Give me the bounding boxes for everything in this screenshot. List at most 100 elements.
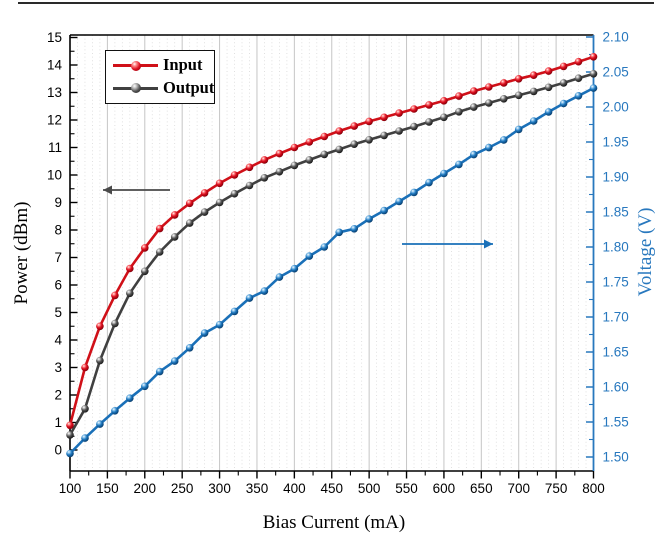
output-line-marker-icon bbox=[113, 82, 158, 94]
data-point-input bbox=[544, 67, 553, 75]
data-point-voltage bbox=[455, 160, 463, 169]
left-axis-arrow bbox=[103, 185, 170, 195]
x-tick-label: 450 bbox=[320, 481, 343, 496]
data-point-input bbox=[81, 363, 89, 372]
data-point-voltage bbox=[589, 84, 598, 92]
data-point-input bbox=[126, 264, 134, 273]
left-tick-label: 9 bbox=[54, 195, 62, 210]
data-point-voltage bbox=[440, 169, 448, 178]
data-point-output bbox=[455, 108, 463, 116]
data-point-voltage bbox=[245, 294, 254, 302]
data-point-voltage bbox=[559, 99, 568, 108]
right-tick-label: 1.90 bbox=[603, 170, 629, 185]
data-point-output bbox=[574, 74, 583, 82]
data-point-input bbox=[185, 199, 194, 208]
data-point-input bbox=[96, 322, 104, 331]
data-point-input bbox=[215, 179, 224, 188]
left-tick-label: 5 bbox=[54, 305, 62, 320]
data-point-input bbox=[260, 156, 269, 164]
left-tick-label: 12 bbox=[47, 113, 62, 128]
left-tick-label: 7 bbox=[54, 250, 62, 265]
data-point-output bbox=[170, 233, 179, 241]
x-tick-label: 250 bbox=[171, 481, 194, 496]
data-point-output bbox=[365, 136, 373, 144]
data-point-input bbox=[440, 97, 448, 105]
data-point-output bbox=[111, 319, 119, 328]
data-point-voltage bbox=[275, 273, 284, 281]
data-point-voltage bbox=[395, 197, 403, 206]
left-tick-label: 11 bbox=[48, 140, 62, 155]
series-input bbox=[66, 53, 598, 430]
data-point-output bbox=[66, 431, 74, 439]
data-point-input bbox=[559, 62, 568, 71]
data-point-output bbox=[470, 103, 478, 111]
data-point-output bbox=[395, 127, 403, 135]
left-tick-label: 13 bbox=[47, 85, 62, 100]
data-point-voltage bbox=[410, 188, 418, 197]
data-point-voltage bbox=[305, 252, 314, 260]
data-point-voltage bbox=[470, 150, 478, 159]
right-tick-label: 1.50 bbox=[603, 450, 629, 465]
left-tick-label: 6 bbox=[54, 278, 62, 293]
data-point-output bbox=[500, 95, 508, 103]
legend-label-input: Input bbox=[163, 55, 203, 75]
legend-entry-output: Output bbox=[106, 78, 214, 98]
legend: Input Output bbox=[105, 50, 215, 104]
data-point-output bbox=[245, 181, 254, 190]
data-point-voltage bbox=[350, 225, 359, 233]
right-axis-arrow bbox=[402, 239, 493, 249]
data-point-voltage bbox=[485, 143, 493, 152]
data-point-output bbox=[514, 91, 523, 100]
data-point-voltage bbox=[170, 357, 179, 365]
right-tick-label: 1.85 bbox=[603, 205, 629, 220]
data-point-voltage bbox=[111, 407, 119, 415]
x-tick-label: 350 bbox=[246, 481, 269, 496]
data-point-voltage bbox=[81, 434, 89, 442]
data-point-voltage bbox=[544, 108, 553, 116]
data-point-voltage bbox=[126, 394, 134, 403]
data-point-output bbox=[425, 118, 433, 126]
data-point-output bbox=[290, 161, 299, 170]
left-tick-label: 1 bbox=[54, 415, 62, 430]
right-tick-label: 1.60 bbox=[603, 380, 629, 395]
data-point-input bbox=[365, 117, 373, 126]
data-point-voltage bbox=[260, 287, 269, 295]
data-point-output bbox=[589, 70, 598, 78]
data-point-output bbox=[350, 140, 359, 148]
data-point-output bbox=[380, 131, 388, 140]
data-point-input bbox=[589, 53, 598, 61]
data-point-output bbox=[200, 208, 209, 216]
data-point-input bbox=[170, 211, 179, 219]
x-axis: 100 150 200 250 300 350 400 450 500 550 600 650 700 7… bbox=[59, 471, 605, 496]
right-tick-label: 2.00 bbox=[603, 100, 629, 115]
right-tick-label: 1.55 bbox=[603, 415, 629, 430]
right-tick-label: 1.65 bbox=[603, 345, 629, 360]
left-tick-label: 10 bbox=[47, 168, 62, 183]
data-point-voltage bbox=[290, 264, 299, 273]
data-point-voltage bbox=[155, 367, 164, 376]
data-point-output bbox=[305, 156, 314, 164]
data-point-input bbox=[529, 71, 538, 79]
data-point-input bbox=[425, 101, 433, 109]
data-point-output bbox=[335, 145, 344, 154]
data-point-input bbox=[290, 143, 299, 152]
data-point-voltage bbox=[320, 243, 329, 251]
data-point-input bbox=[485, 83, 493, 91]
y-right-axis-title: Voltage (V) bbox=[635, 207, 656, 297]
data-point-voltage bbox=[380, 206, 388, 215]
x-tick-label: 150 bbox=[96, 481, 119, 496]
data-point-output bbox=[320, 150, 329, 159]
data-point-input bbox=[470, 87, 478, 95]
data-point-output bbox=[559, 79, 568, 87]
data-point-voltage bbox=[500, 136, 508, 144]
left-tick-label: 2 bbox=[54, 388, 62, 403]
data-point-output bbox=[544, 83, 553, 92]
data-point-input bbox=[500, 79, 508, 87]
data-point-input bbox=[245, 163, 254, 172]
data-point-input bbox=[230, 171, 239, 179]
data-point-voltage bbox=[215, 320, 224, 329]
data-point-input bbox=[320, 132, 329, 141]
data-point-input bbox=[275, 149, 284, 158]
left-tick-label: 15 bbox=[47, 30, 62, 45]
